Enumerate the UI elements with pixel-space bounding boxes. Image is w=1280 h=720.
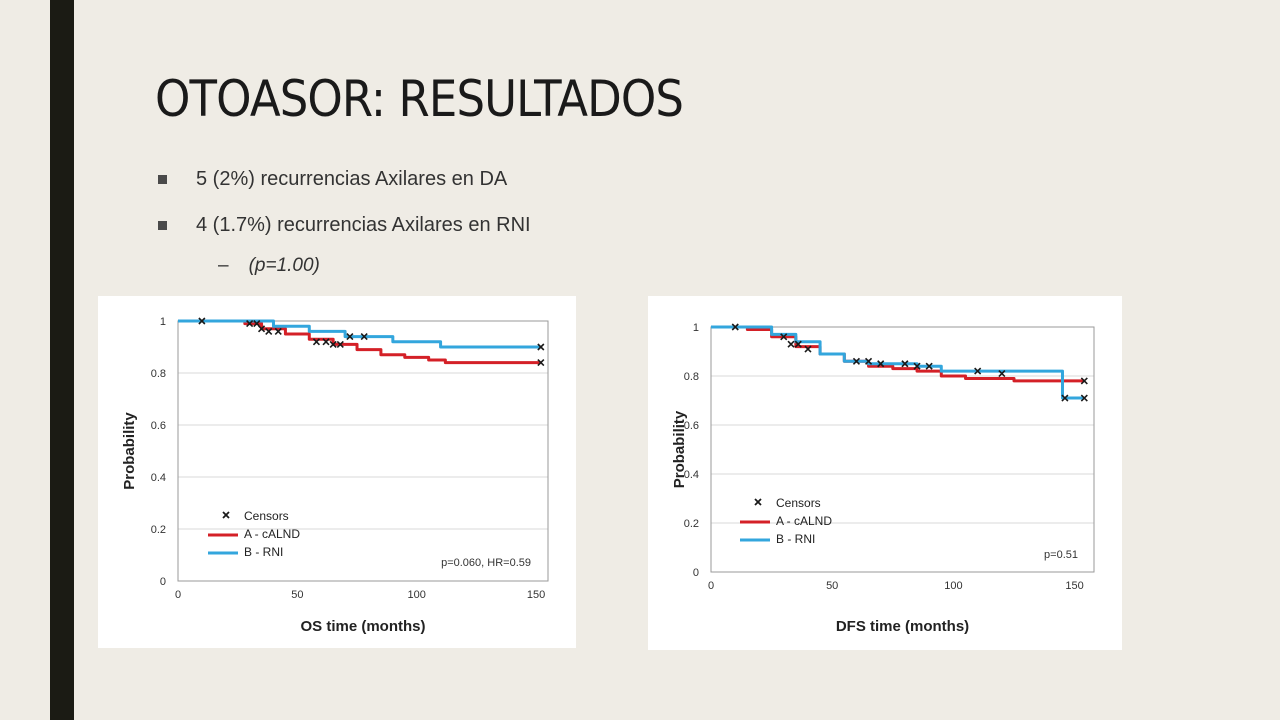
censor-mark: [198, 317, 206, 325]
bullet-text: 5 (2%) recurrencias Axilares en DA: [196, 168, 508, 190]
censor-mark: [346, 333, 354, 341]
y-tick-label: 1: [160, 316, 166, 328]
legend-censor-icon: [222, 511, 230, 519]
censor-mark: [274, 327, 282, 335]
bullet-item: 4 (1.7%) recurrencias Axilares en RNI: [158, 214, 958, 260]
y-axis-label: Probability: [121, 412, 138, 490]
legend-entry-label: A - cALND: [776, 514, 832, 528]
dash-marker: –: [218, 255, 229, 276]
series-b-rni-line: [178, 319, 541, 349]
censor-mark: [974, 367, 982, 375]
y-tick-label: 0.8: [684, 371, 699, 383]
censor-mark: [913, 362, 921, 370]
x-tick-label: 150: [1065, 580, 1083, 592]
x-axis-label: DFS time (months): [836, 618, 969, 635]
y-tick-label: 1: [693, 322, 699, 334]
sub-bullet-text: (p=1.00): [248, 255, 320, 276]
censor-mark: [312, 338, 321, 346]
censor-mark: [537, 359, 545, 367]
accent-bar: [50, 0, 74, 720]
censor-mark: [322, 338, 330, 346]
plot-frame: [710, 326, 1095, 573]
y-tick-label: 0.6: [684, 420, 699, 432]
p-value-annotation: p=0.51: [1044, 549, 1078, 561]
x-tick-label: 150: [527, 589, 545, 601]
os-survival-chart: 0 0.2 0.4 0.6 0.8 1 0 50 100 150 OS time (months) P…: [121, 316, 549, 635]
x-tick-label: 50: [291, 589, 303, 601]
legend-entry-label: A - cALND: [244, 527, 300, 541]
chart-legend: Censors A - cALND B - RNI: [208, 509, 300, 559]
legend-entry-label: Censors: [244, 509, 289, 523]
legend-entry-label: B - RNI: [244, 545, 283, 559]
censor-mark: [780, 333, 788, 341]
censor-mark: [246, 320, 254, 328]
y-tick-label: 0.8: [151, 368, 166, 380]
legend-entry-label: B - RNI: [776, 532, 815, 546]
y-tick-label: 0.2: [684, 518, 699, 530]
bullet-item: 5 (2%) recurrencias Axilares en DA: [158, 168, 958, 214]
censor-mark: [265, 327, 273, 335]
os-survival-chart-panel: 0 0.2 0.4 0.6 0.8 1 0 50 100 150 OS time (months) P…: [98, 296, 576, 648]
censor-mark: [537, 343, 545, 351]
slide-title: OTOASOR: RESULTADOS: [155, 70, 684, 128]
bullet-text: 4 (1.7%) recurrencias Axilares en RNI: [196, 214, 531, 236]
series-a-cALND-line: [711, 325, 1085, 383]
legend-entry-label: Censors: [776, 496, 821, 510]
x-tick-label: 100: [408, 589, 426, 601]
legend-censor-icon: [754, 498, 762, 506]
censor-mark: [804, 345, 812, 353]
censor-mark: [336, 340, 344, 348]
series-a-cALND-line: [178, 319, 541, 365]
x-axis-label: OS time (months): [300, 618, 425, 635]
censor-mark: [257, 325, 266, 333]
censor-mark: [1080, 377, 1088, 385]
x-tick-label: 0: [708, 580, 714, 592]
censor-mark: [731, 323, 739, 331]
square-bullet-icon: [158, 221, 167, 230]
series-b-rni-line: [711, 325, 1085, 400]
y-tick-label: 0.4: [684, 469, 699, 481]
square-bullet-icon: [158, 175, 167, 184]
censor-mark: [360, 333, 368, 341]
x-tick-label: 50: [826, 580, 838, 592]
dfs-survival-chart-panel: 0 0.2 0.4 0.6 0.8 1 0 50 100 150 DFS time (months)…: [648, 296, 1122, 650]
y-axis-label: Probability: [671, 410, 688, 488]
y-tick-label: 0: [160, 576, 166, 588]
censor-mark: [998, 369, 1006, 378]
censor-mark: [794, 340, 802, 348]
x-tick-label: 0: [175, 589, 181, 601]
chart-legend: Censors A - cALND B - RNI: [740, 496, 832, 546]
censor-mark: [925, 362, 933, 370]
x-tick-label: 100: [944, 580, 962, 592]
censor-mark: [901, 360, 909, 368]
y-tick-label: 0.2: [151, 524, 166, 536]
dfs-survival-chart: 0 0.2 0.4 0.6 0.8 1 0 50 100 150 DFS time (months)…: [671, 322, 1095, 635]
y-tick-label: 0.4: [151, 472, 166, 484]
censor-mark: [877, 360, 885, 368]
censor-mark: [852, 357, 861, 365]
plot-frame: [177, 320, 549, 582]
censor-mark: [864, 357, 873, 365]
censor-mark: [787, 340, 795, 348]
sub-bullet: – (p=1.00): [218, 255, 320, 277]
censor-mark: [1080, 394, 1088, 402]
y-tick-label: 0.6: [151, 420, 166, 432]
bullet-list: 5 (2%) recurrencias Axilares en DA 4 (1.…: [158, 168, 958, 260]
y-tick-label: 0: [693, 567, 699, 579]
censor-mark: [329, 340, 337, 348]
p-value-annotation: p=0.060, HR=0.59: [441, 557, 531, 569]
censor-mark: [1061, 394, 1069, 402]
